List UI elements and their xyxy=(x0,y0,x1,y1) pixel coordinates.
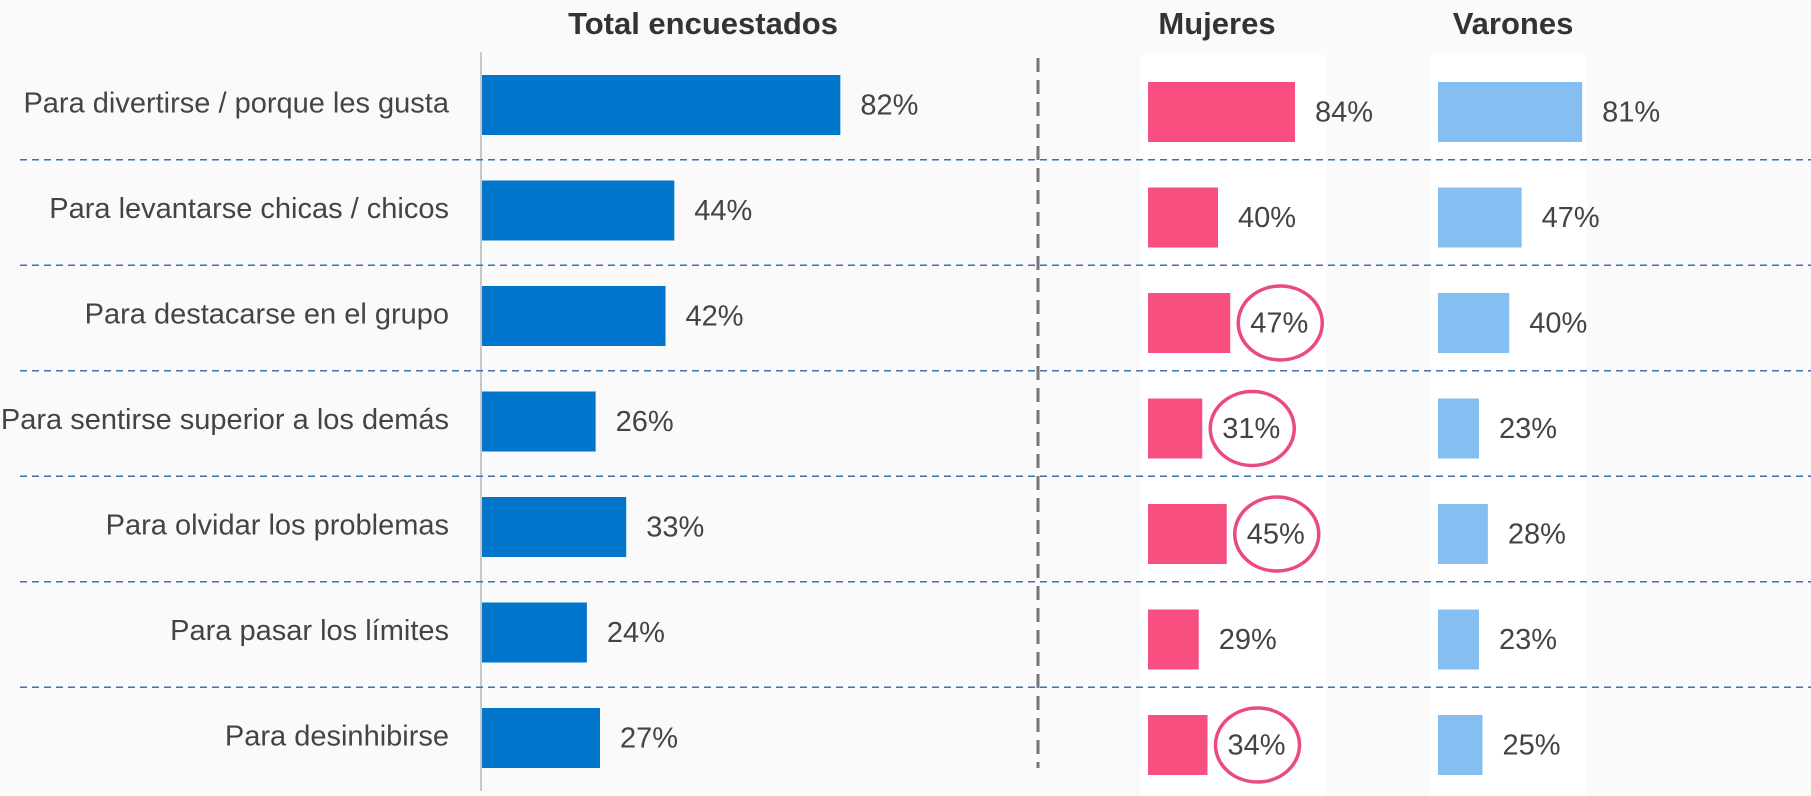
value-label: 45% xyxy=(1247,519,1305,551)
bar xyxy=(1148,609,1199,670)
series-title: Total encuestados xyxy=(568,6,838,41)
bar xyxy=(482,497,627,557)
bar xyxy=(1148,715,1208,775)
bar xyxy=(1438,609,1479,670)
bar xyxy=(1148,398,1203,459)
value-label: 84% xyxy=(1315,97,1373,129)
value-label: 42% xyxy=(686,301,744,333)
bar xyxy=(1148,82,1295,142)
bar xyxy=(1438,187,1522,248)
value-label: 23% xyxy=(1499,413,1557,445)
series-title: Varones xyxy=(1453,6,1574,41)
highlight-circle xyxy=(1208,389,1296,468)
highlight-circle xyxy=(1233,495,1321,573)
value-label: 28% xyxy=(1508,519,1566,551)
category-label: Para pasar los límites xyxy=(170,615,449,647)
bar xyxy=(482,602,587,663)
value-label: 34% xyxy=(1228,730,1286,762)
category-label: Para levantarse chicas / chicos xyxy=(49,193,449,225)
value-label: 27% xyxy=(620,723,678,755)
value-label: 25% xyxy=(1503,730,1561,762)
value-label: 26% xyxy=(616,406,674,438)
bar xyxy=(482,391,596,452)
bar xyxy=(1148,293,1231,353)
value-label: 23% xyxy=(1499,624,1557,656)
bar xyxy=(482,75,841,135)
category-label: Para sentirse superior a los demás xyxy=(1,404,449,436)
value-label: 24% xyxy=(607,617,665,649)
bar xyxy=(1148,504,1227,564)
bar xyxy=(482,708,600,768)
category-label: Para destacarse en el grupo xyxy=(85,299,449,331)
value-label: 47% xyxy=(1542,202,1600,234)
series-title: Mujeres xyxy=(1158,6,1275,41)
value-label: 82% xyxy=(860,90,918,122)
bar xyxy=(482,286,666,346)
bar xyxy=(1438,504,1488,564)
category-label: Para desinhibirse xyxy=(225,721,449,753)
bar xyxy=(1438,715,1483,775)
value-label: 40% xyxy=(1529,308,1587,340)
bar xyxy=(1438,82,1583,142)
bar xyxy=(482,180,675,241)
value-label: 44% xyxy=(694,195,752,227)
highlight-circle xyxy=(1236,284,1324,362)
value-label: 47% xyxy=(1250,308,1308,340)
value-label: 81% xyxy=(1602,97,1660,129)
value-label: 33% xyxy=(646,512,704,544)
value-label: 40% xyxy=(1238,202,1296,234)
bar xyxy=(1438,293,1510,353)
category-label: Para olvidar los problemas xyxy=(106,510,449,542)
bar xyxy=(1438,398,1479,459)
value-label: 29% xyxy=(1219,624,1277,656)
bar xyxy=(1148,187,1218,248)
highlight-circle xyxy=(1213,706,1302,784)
value-label: 31% xyxy=(1222,413,1280,445)
category-label: Para divertirse / porque les gusta xyxy=(23,88,449,120)
